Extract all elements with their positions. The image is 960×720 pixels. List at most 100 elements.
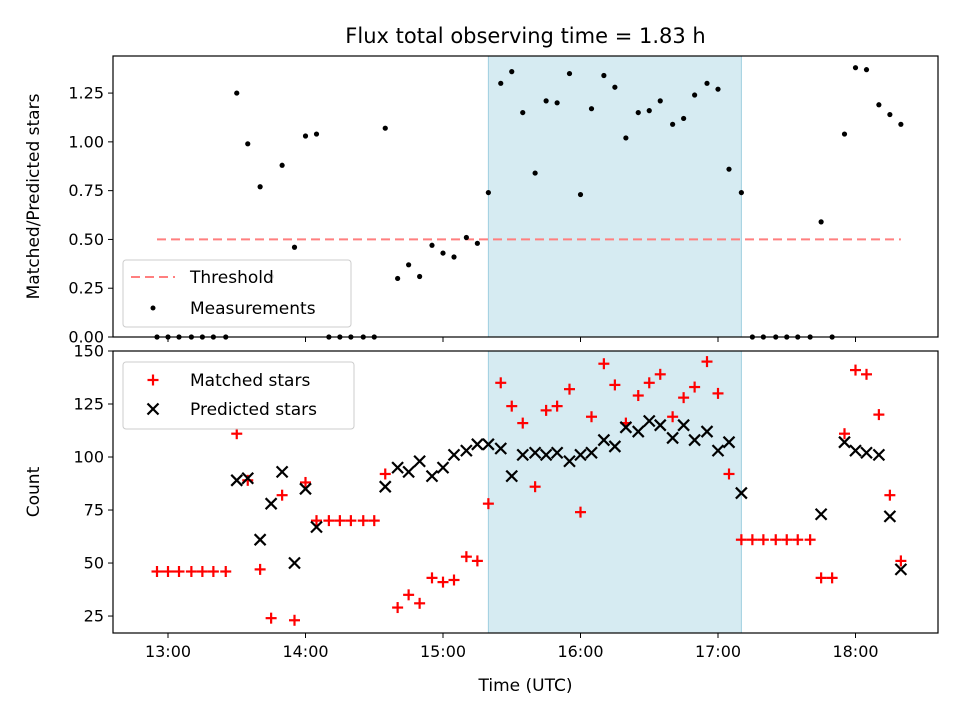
top-y-axis-label: Matched/Predicted stars	[24, 93, 44, 299]
top-y-tick-label: 0.75	[68, 181, 104, 200]
measurement-point	[623, 135, 629, 141]
x-tick-label: 14:00	[282, 642, 328, 661]
matched-stars-points	[151, 356, 907, 626]
measurement-point	[498, 80, 504, 86]
bottom-legend-box	[122, 361, 355, 430]
legend-measurements-label: Measurements	[190, 299, 316, 319]
measurement-point	[577, 191, 584, 198]
bottom-legend: Matched stars Predicted stars	[122, 361, 355, 430]
matched-star-point	[609, 379, 621, 391]
predicted-star-point	[436, 461, 450, 474]
measurement-point	[841, 131, 848, 137]
predicted-star-point	[642, 414, 656, 428]
measurement-point	[532, 170, 538, 176]
measurement-point	[852, 65, 859, 71]
matched-star-point	[231, 428, 243, 440]
measurement-point	[818, 219, 824, 225]
predicted-star-point	[860, 446, 873, 460]
x-tick-label: 16:00	[557, 642, 603, 661]
predicted-star-point	[230, 474, 244, 487]
matched-star-point	[839, 428, 850, 440]
bottom-y-axis-label: Count	[24, 466, 44, 517]
matched-star-point	[289, 614, 300, 626]
bottom-panel: 25 50 75 100 125 150 13:00 14:00 15:00 16:00 17:0…	[24, 342, 939, 696]
measurement-point	[313, 131, 320, 137]
matched-star-point	[207, 566, 219, 578]
measurement-point	[863, 67, 870, 73]
predicted-star-point	[447, 448, 461, 462]
top-plot-frame	[112, 55, 939, 338]
x-tick-label: 17:00	[695, 642, 741, 661]
matched-star-point	[506, 400, 518, 412]
bottom-y-tick-label: 50	[84, 554, 104, 573]
matched-star-point	[643, 377, 655, 389]
measurement-point	[302, 133, 309, 139]
measurement-point	[635, 109, 641, 116]
predicted-star-point	[528, 446, 542, 460]
x-tick-label: 13:00	[145, 642, 191, 661]
top-observing-window-shade	[487, 55, 742, 338]
predicted-star-point	[653, 418, 667, 432]
matched-star-point	[162, 566, 174, 578]
bottom-y-tick-label: 100	[73, 448, 104, 467]
predicted-star-point	[241, 471, 255, 485]
x-axis-label: Time (UTC)	[478, 676, 573, 696]
matched-star-point	[323, 515, 335, 527]
measurement-point	[554, 100, 560, 106]
top-y-tick-label: 0.00	[68, 328, 104, 347]
matched-star-point	[792, 534, 804, 546]
legend-predicted-swatch	[146, 402, 160, 416]
predicted-star-point	[253, 533, 267, 546]
matched-star-point	[804, 534, 816, 546]
matched-star-point	[437, 576, 449, 588]
legend-x-marker	[146, 402, 160, 416]
matched-star-point	[746, 534, 758, 546]
legend-threshold-label: Threshold	[189, 268, 274, 288]
predicted-star-point	[539, 448, 553, 462]
predicted-star-point	[378, 480, 392, 493]
predicted-star-point	[391, 461, 404, 474]
matched-star-point	[861, 368, 872, 380]
measurement-point	[485, 189, 491, 196]
top-legend-box	[122, 259, 352, 328]
matched-star-point	[173, 566, 185, 578]
measurement-point	[429, 242, 435, 248]
legend-measurements-swatch	[150, 305, 156, 311]
predicted-star-point	[460, 444, 473, 457]
x-tick-label: 15:00	[420, 642, 466, 661]
matched-star-point	[598, 358, 610, 370]
predicted-star-point	[619, 421, 633, 434]
predicted-star-point	[288, 556, 301, 570]
predicted-star-point	[597, 433, 611, 447]
measurement-point	[715, 86, 721, 92]
matched-star-point	[529, 481, 541, 493]
top-y-tick-label: 1.25	[68, 84, 104, 103]
matched-star-point	[403, 589, 415, 601]
predicted-star-point	[838, 435, 851, 449]
bottom-y-ticks: 25 50 75 100 125 150	[73, 342, 113, 626]
predicted-star-point	[735, 486, 748, 500]
matched-star-point	[895, 555, 907, 567]
matched-star-point	[873, 409, 885, 421]
matched-star-point	[392, 602, 404, 614]
measurement-point	[417, 273, 423, 280]
matched-star-point	[678, 392, 690, 404]
matched-star-point	[311, 515, 322, 527]
measurement-point	[876, 102, 882, 108]
bottom-y-tick-label: 150	[73, 342, 104, 361]
matched-star-point	[757, 534, 769, 546]
measurement-point	[257, 184, 263, 190]
measurement-point	[520, 109, 526, 116]
predicted-star-point	[722, 435, 736, 449]
matched-star-point	[770, 534, 782, 546]
matched-star-point	[220, 566, 232, 578]
measurement-point	[474, 240, 480, 246]
matched-star-point	[495, 377, 507, 389]
predicted-star-point	[608, 440, 622, 453]
measurement-point	[566, 70, 573, 77]
matched-star-point	[448, 574, 460, 586]
matched-star-point	[712, 387, 724, 399]
measurement-point	[395, 275, 401, 282]
